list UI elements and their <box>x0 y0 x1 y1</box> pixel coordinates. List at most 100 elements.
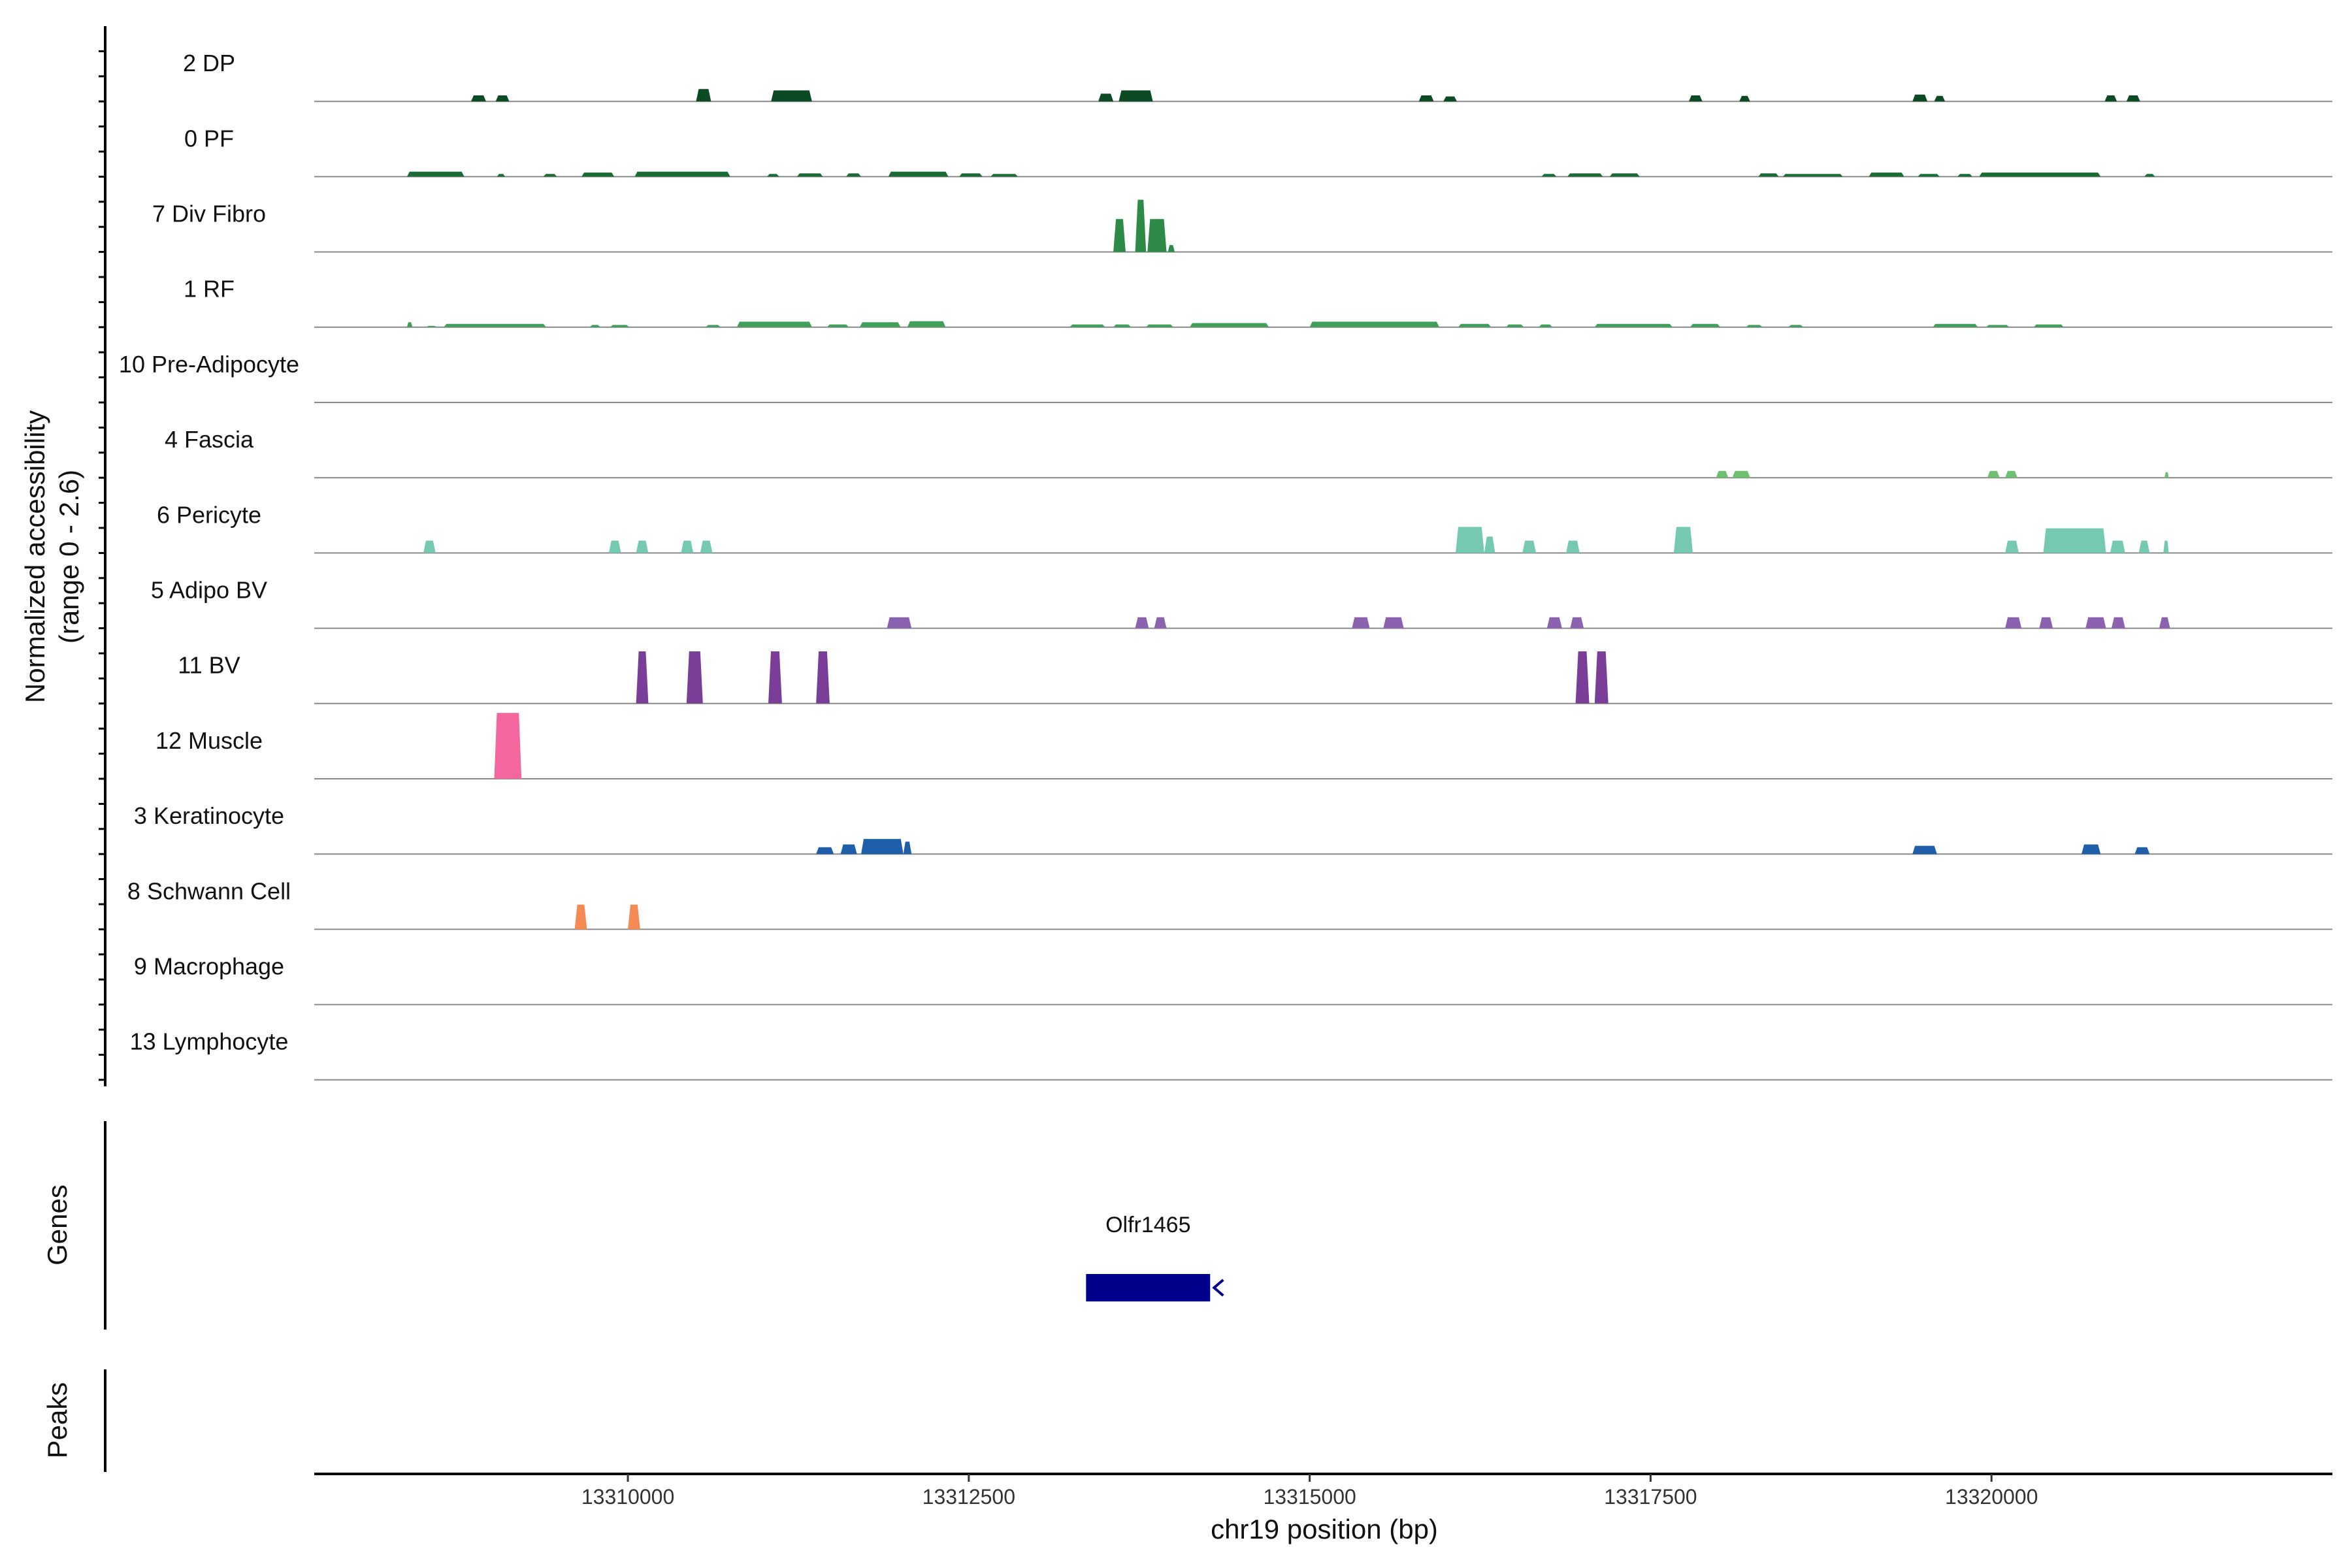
coverage-peak <box>840 844 857 855</box>
track-label: 10 Pre-Adipocyte <box>119 351 299 378</box>
coverage-peak <box>816 847 834 855</box>
coverage-peak <box>1458 323 1492 327</box>
coverage-peak <box>816 651 830 704</box>
track-label: 4 Fascia <box>165 426 254 453</box>
coverage-peak <box>2104 95 2117 102</box>
coverage-peak <box>1673 527 1693 553</box>
coverage-peak <box>1575 651 1590 704</box>
coverage-peak <box>1912 94 1928 102</box>
coverage-peak <box>2159 617 2170 629</box>
coverage-peak <box>1154 617 1167 629</box>
coverage-peak <box>636 651 649 704</box>
coverage-peak <box>1987 470 2000 478</box>
coverage-peak <box>2164 472 2169 478</box>
coverage-peak <box>1135 199 1147 252</box>
coverage-peak <box>1594 323 1673 327</box>
track-label: 3 Keratinocyte <box>134 802 284 829</box>
gene-olfr1465: Olfr1465 <box>1086 1213 1224 1301</box>
track-label: 7 Div Fibro <box>152 201 266 227</box>
coverage-peak <box>686 651 703 704</box>
coverage-peak <box>589 325 601 327</box>
y-axis-title-line2: (range 0 - 2.6) <box>54 470 84 644</box>
genes-layer: Olfr1465 <box>1086 1213 1224 1301</box>
coverage-peak <box>766 174 779 177</box>
track-1: 2 DP <box>183 50 2332 103</box>
coverage-peak <box>1788 325 1804 327</box>
coverage-peak <box>2033 324 2064 327</box>
coverage-peak <box>700 540 713 553</box>
coverage-peak <box>1309 321 1439 327</box>
peaks-panel-title: Peaks <box>42 1382 73 1459</box>
coverage-peak <box>2085 617 2106 629</box>
coverage-peak <box>1352 617 1370 629</box>
coverage-peak <box>771 90 812 102</box>
track-3: 7 Div Fibro <box>152 199 2332 253</box>
coverage-peak <box>681 540 694 553</box>
track-5: 10 Pre-Adipocyte <box>119 351 2332 403</box>
coverage-peak <box>1758 173 1779 177</box>
track-label: 5 Adipo BV <box>151 577 267 604</box>
coverage-peak <box>1869 172 1904 177</box>
coverage-peak <box>1716 470 1729 478</box>
coverage-peak <box>608 540 621 553</box>
coverage-peak <box>1443 96 1457 102</box>
coverage-peak <box>1484 536 1495 553</box>
coverage-peak <box>1690 323 1720 327</box>
coverage-peak <box>2005 470 2017 478</box>
coverage-peak <box>1546 617 1562 629</box>
coverage-peak <box>1609 173 1640 177</box>
track-label: 2 DP <box>183 50 235 76</box>
coverage-peak <box>1746 325 1763 327</box>
coverage-peak <box>423 540 436 553</box>
coverage-peak <box>1119 90 1153 102</box>
coverage-peak <box>1070 324 1105 327</box>
coverage-peak <box>1985 325 2010 327</box>
coverage-peak <box>495 95 510 102</box>
coverage-peak <box>846 173 861 177</box>
track-label: 1 RF <box>184 276 235 302</box>
track-label: 13 Lymphocyte <box>130 1028 289 1055</box>
coverage-peak <box>796 173 823 177</box>
track-label: 8 Schwann Cell <box>127 877 291 904</box>
track-7: 6 Pericyte <box>157 501 2332 554</box>
coverage-peak <box>2039 617 2053 629</box>
coverage-peak <box>497 174 506 177</box>
coverage-peak <box>826 324 849 327</box>
coverage-peak <box>636 540 649 553</box>
coverage-peak <box>634 171 730 177</box>
coverage-peak <box>1456 527 1484 553</box>
coverage-peak <box>1539 324 1553 327</box>
coverage-peak <box>696 89 711 102</box>
track-8: 5 Adipo BV <box>151 577 2332 629</box>
coverage-peak <box>1147 219 1167 252</box>
coverage-peak <box>903 841 912 855</box>
coverage-peak <box>2126 95 2140 102</box>
x-axis-ticks: 13310000 13312500 13315000 13317500 13320000 <box>581 1474 2038 1509</box>
track-12: 8 Schwann Cell <box>127 877 2332 930</box>
coverage-peak <box>1570 617 1584 629</box>
coverage-peak <box>907 321 946 327</box>
coverage-peak <box>406 171 465 177</box>
track-6: 4 Fascia <box>165 426 2332 479</box>
coverage-peak <box>1135 617 1149 629</box>
coverage-peak <box>444 323 546 327</box>
coverage-peak <box>2005 617 2022 629</box>
coverage-peak <box>859 322 901 327</box>
coverage-peak <box>861 839 904 855</box>
x-tick-label: 13310000 <box>581 1485 674 1509</box>
strand-arrow-icon <box>1212 1279 1224 1297</box>
track-label: 0 PF <box>184 125 234 152</box>
coverage-peak <box>1979 172 2101 177</box>
coverage-peak <box>768 651 782 704</box>
track-10: 12 Muscle <box>155 713 2332 779</box>
track-14: 13 Lymphocyte <box>130 1028 2332 1081</box>
track-4: 1 RF <box>184 276 2332 328</box>
track-label: 11 BV <box>178 652 240 679</box>
coverage-peak <box>1782 174 1843 177</box>
coverage-peak <box>471 95 486 102</box>
coverage-peak <box>888 171 949 177</box>
coverage-peak <box>2110 540 2125 553</box>
coverage-peak <box>2005 540 2019 553</box>
track-9: 11 BV <box>178 651 2332 704</box>
